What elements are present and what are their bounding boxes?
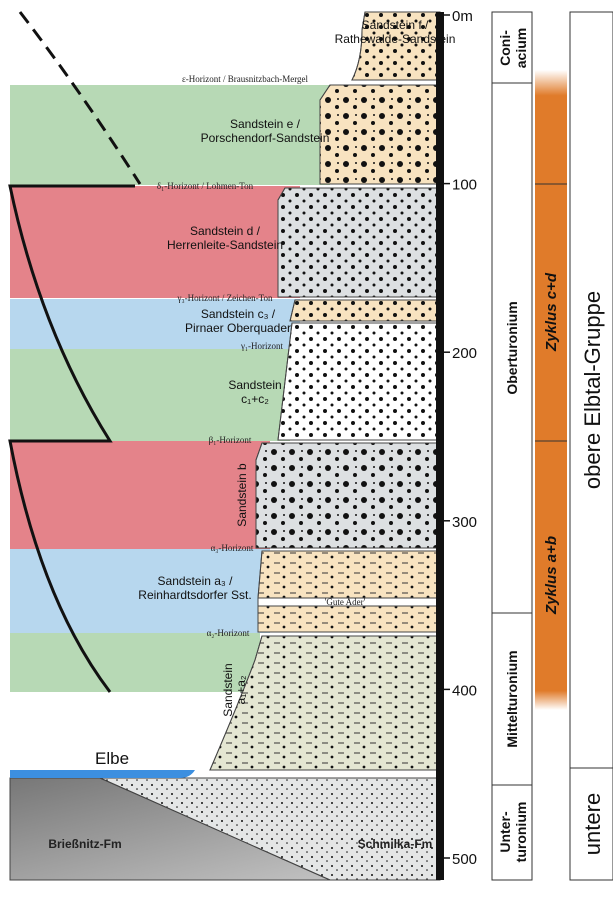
stage-label: Oberturonium xyxy=(504,301,520,394)
formation-label: Brießnitz-Fm xyxy=(48,837,121,851)
tick-label: 200 xyxy=(452,345,477,362)
horizon-label: α₃-Horizont xyxy=(211,543,254,553)
tick-label: 100 xyxy=(452,177,477,194)
horizon-label: 'Gute Ader' xyxy=(325,597,366,607)
group-label: untere xyxy=(580,793,605,855)
horizon-label: γ₃-Horizont / Zeichen-Ton xyxy=(177,293,273,303)
formation-label: Schmilka-Fm xyxy=(358,837,433,851)
tick-label: 400 xyxy=(452,682,477,699)
stratigraphy: Sandstein f /Rathewalde-Sandstein ε-Hori… xyxy=(0,0,613,899)
tick-label: 300 xyxy=(452,514,477,531)
page: {"depth_axis": {"ticks": [{"value": 0, "… xyxy=(0,0,613,899)
cycle-label: Zyklus c+d xyxy=(543,272,560,352)
tick-label: 500 xyxy=(452,851,477,868)
river-label: Elbe xyxy=(95,749,129,768)
cycle-label: Zyklus a+b xyxy=(543,536,560,615)
stage-label: Mittelturonium xyxy=(504,650,520,747)
tick-label: 0m xyxy=(452,8,473,25)
horizon-label: α₂-Horizont xyxy=(207,628,250,638)
horizon-label: β₁-Horizont xyxy=(209,435,252,445)
horizon-label: γ₁-Horizont xyxy=(240,341,284,351)
horizon-label: ε-Horizont / Brausnitzbach-Mergel xyxy=(182,74,309,84)
layer-label: Sandstein c₃ /Pirnaer Oberquader xyxy=(185,307,291,335)
depth-bar xyxy=(436,12,444,880)
layer-label: Sandstein b xyxy=(235,463,249,527)
group-label: obere Elbtal-Gruppe xyxy=(580,291,605,489)
stage-label: Coni-acium xyxy=(497,28,529,68)
horizon-label: δ₁-Horizont / Lohmen-Ton xyxy=(157,181,254,191)
